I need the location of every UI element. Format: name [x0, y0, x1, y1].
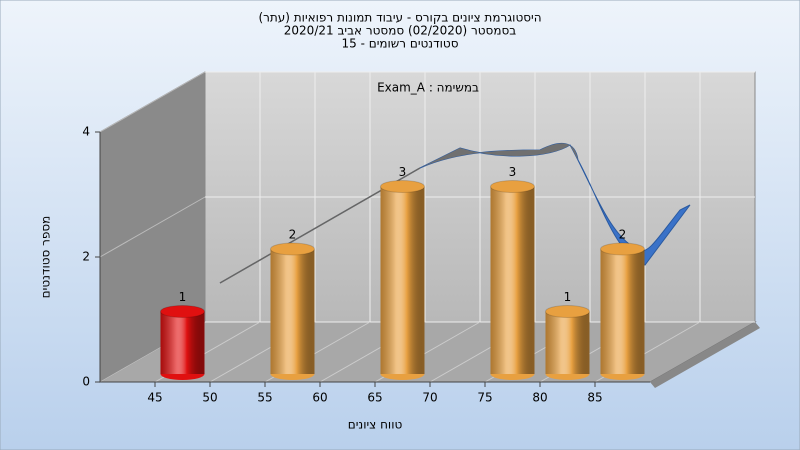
bar-shade: [160, 311, 205, 374]
x-tick-label: 85: [587, 391, 602, 405]
grid-line: [99, 196, 206, 258]
bar-shade: [380, 186, 425, 374]
x-tick-label: 80: [532, 391, 547, 405]
x-tick-label: 60: [312, 391, 327, 405]
x-tick-label: 65: [367, 391, 382, 405]
data-label: 2: [289, 228, 297, 242]
x-tick-label: 70: [422, 391, 437, 405]
data-label: 3: [399, 165, 407, 179]
x-tick-label: 45: [147, 391, 162, 405]
chart-subtitle: סטודנטים רשומים - 15: [341, 37, 458, 51]
floor-edge: [650, 322, 760, 388]
y-tick-label: 2: [82, 250, 90, 264]
data-label: 1: [564, 290, 572, 304]
bar-top: [490, 180, 535, 193]
grid-line: [99, 71, 206, 133]
bar-shade: [490, 186, 535, 374]
bar-top: [270, 242, 315, 256]
bar-top: [160, 305, 205, 318]
fit-curve-top: [420, 143, 578, 168]
bar-top: [545, 305, 590, 318]
data-label: 3: [509, 165, 517, 179]
y-tick-label: 4: [82, 125, 90, 139]
y-axis-label: מספר סטודנטים: [39, 216, 53, 299]
x-axis-label: טווח ציונים: [348, 418, 403, 432]
y-tick-label: 0: [82, 375, 90, 389]
data-label: 2: [619, 228, 627, 242]
chart-subtitle: בסמסטר (02/2020) סמסטר אביב 2020/21: [284, 24, 516, 38]
bars: 1 2 3 3 1 2: [160, 165, 645, 380]
bar-shade: [270, 249, 315, 374]
chart-title: היסטוגרמת ציונים בקורס - עיבוד תמונות רפ…: [258, 11, 541, 25]
x-tick-label: 55: [257, 391, 272, 405]
annotation: Exam_A : במשימה: [377, 81, 479, 95]
bar-shade: [600, 249, 645, 374]
bar-top: [380, 180, 425, 193]
bar-top: [600, 242, 645, 256]
data-label: 1: [179, 290, 187, 304]
x-tick-label: 75: [477, 391, 492, 405]
x-tick-label: 50: [202, 391, 217, 405]
bar-shade: [545, 311, 590, 374]
